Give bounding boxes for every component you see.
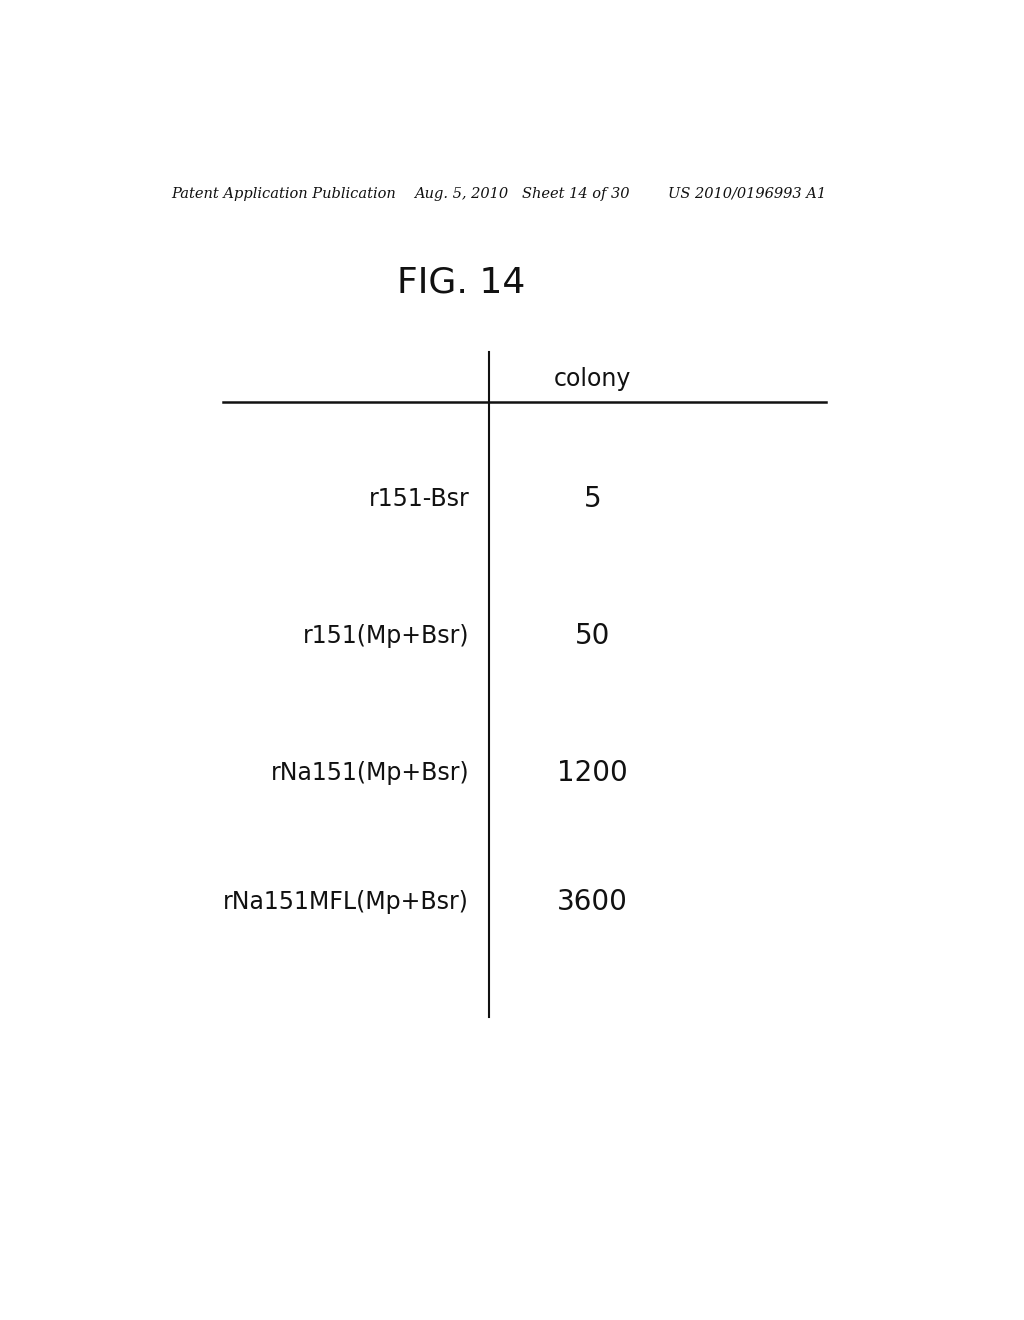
Text: Patent Application Publication: Patent Application Publication xyxy=(172,187,396,201)
Text: FIG. 14: FIG. 14 xyxy=(397,265,525,300)
Text: US 2010/0196993 A1: US 2010/0196993 A1 xyxy=(668,187,825,201)
Text: rNa151MFL(Mp+Bsr): rNa151MFL(Mp+Bsr) xyxy=(223,891,469,915)
Text: colony: colony xyxy=(554,367,631,391)
Text: r151-Bsr: r151-Bsr xyxy=(369,487,469,511)
Text: 50: 50 xyxy=(574,622,610,651)
Text: rNa151(Mp+Bsr): rNa151(Mp+Bsr) xyxy=(270,762,469,785)
Text: r151(Mp+Bsr): r151(Mp+Bsr) xyxy=(303,624,469,648)
Text: 5: 5 xyxy=(584,484,601,513)
Text: Aug. 5, 2010   Sheet 14 of 30: Aug. 5, 2010 Sheet 14 of 30 xyxy=(414,187,629,201)
Text: 1200: 1200 xyxy=(557,759,628,787)
Text: 3600: 3600 xyxy=(557,888,628,916)
